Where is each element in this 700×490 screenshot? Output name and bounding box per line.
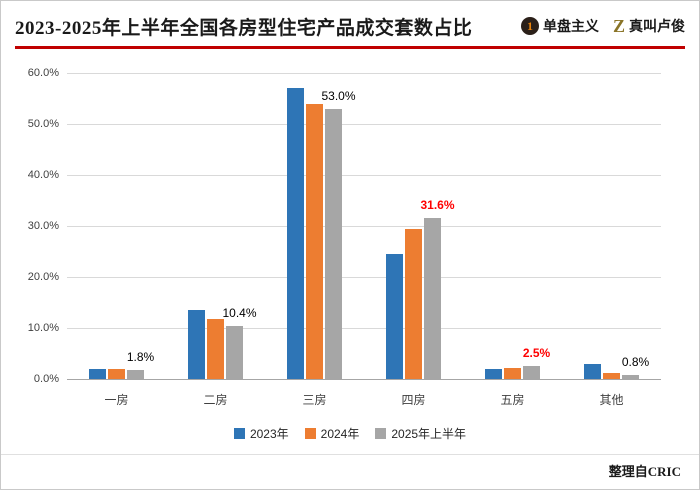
source-credit: 整理自CRIC [608,464,681,479]
bar [108,368,125,379]
danpanzhuyi-logo-text: 单盘主义 [542,18,599,34]
logos: 1 单盘主义 Z 真叫卢俊 [520,16,685,36]
gridline [67,225,661,227]
bar [523,366,540,379]
gridline [67,276,661,278]
y-axis-tick-label: 60.0% [27,67,59,79]
z-letter-icon: Z [612,16,625,36]
category-label: 其他 [599,393,624,407]
page-title: 2023-2025年上半年全国各房型住宅产品成交套数占比 [15,17,473,39]
bar [504,367,521,379]
danpanzhuyi-logo: 1 单盘主义 [520,16,599,36]
plot-area: 60.0% 50.0% 40.0% 30.0% 20.0% 10.0% 0.0% 1.8% 一房… [28,67,661,407]
bar [622,374,639,379]
gridline [67,327,661,329]
bar-chart: 60.0% 50.0% 40.0% 30.0% 20.0% 10.0% 0.0% 1.8% 一房… [15,67,685,442]
bar [405,228,422,379]
category-label: 一房 [104,393,129,407]
bar-group-5: 2.5% 五房 [463,73,562,407]
bar [188,310,205,379]
bar [89,368,106,379]
legend-item: 2025年上半年 [375,425,466,442]
bar [127,369,144,379]
zhenjiaolujun-logo-text: 真叫卢俊 [629,18,685,34]
category-label: 四房 [401,393,426,407]
gridline [67,72,661,74]
gridline [67,378,661,380]
y-axis-tick-label: 10.0% [27,322,59,334]
legend-marker-icon [304,428,316,439]
bar [386,254,403,379]
bar-group-2: 10.4% 二房 [166,73,265,407]
y-axis-tick-label: 40.0% [27,169,59,181]
bar-group-3: 53.0% 三房 [265,73,364,407]
bar [325,108,342,379]
number-1-circle-icon: 1 [520,17,539,35]
footer-divider [1,454,699,455]
category-label: 五房 [500,393,525,407]
category-label: 三房 [302,393,327,407]
bar [207,318,224,379]
gridline [67,123,661,125]
legend-label: 2025年上半年 [391,427,467,441]
chart-legend: 2023年 2024年 2025年上半年 [15,425,685,442]
bar [603,372,620,379]
bar-groups: 1.8% 一房 10.4% 二房 53.0% 三房 31.6% 四房 2.5% 五房 0.8% 其他 [67,73,661,407]
gridline [67,174,661,176]
bar [424,217,441,379]
legend-marker-icon [233,428,245,439]
bar [584,363,601,379]
header: 2023-2025年上半年全国各房型住宅产品成交套数占比 1 单盘主义 Z 真叫… [15,11,685,41]
data-label: 0.8% [621,354,650,369]
y-axis-tick-label: 30.0% [27,220,59,232]
data-label: 1.8% [126,349,155,364]
data-label: 31.6% [420,197,455,212]
bar-group-6: 0.8% 其他 [562,73,661,407]
bar [485,368,502,379]
zhenjiaolujun-logo: Z 真叫卢俊 [613,16,685,36]
y-axis-tick-label: 20.0% [27,271,59,283]
legend-label: 2023年 [249,427,289,441]
legend-item: 2024年 [304,425,360,442]
bar [306,103,323,379]
data-label: 10.4% [222,305,257,320]
category-label: 二房 [203,393,228,407]
title-underline [15,46,685,49]
data-label: 2.5% [522,346,551,361]
bar [287,88,304,379]
legend-item: 2023年 [233,425,289,442]
bar [226,325,243,379]
y-axis-tick-label: 50.0% [27,118,59,130]
bar-group-1: 1.8% 一房 [67,73,166,407]
bar-group-4: 31.6% 四房 [364,73,463,407]
data-label: 53.0% [321,88,356,103]
legend-marker-icon [375,428,387,439]
legend-label: 2024年 [320,427,360,441]
y-axis-tick-label: 0.0% [33,373,59,385]
